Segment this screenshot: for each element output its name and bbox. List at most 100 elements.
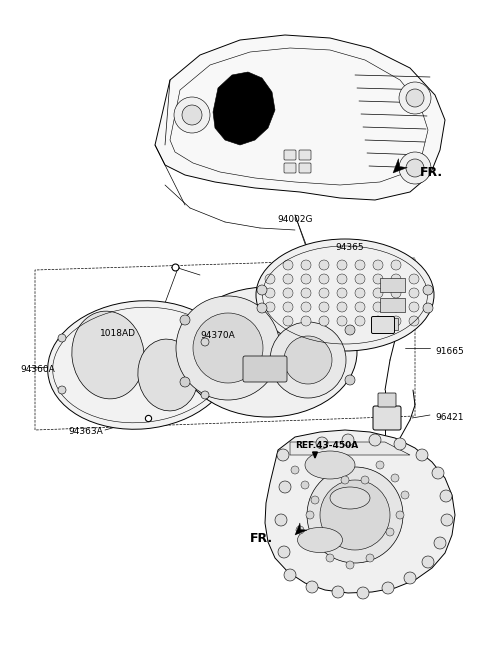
Circle shape (265, 288, 275, 298)
Circle shape (279, 481, 291, 493)
Circle shape (404, 572, 416, 584)
Polygon shape (290, 442, 410, 455)
Circle shape (283, 316, 293, 326)
Circle shape (409, 274, 419, 284)
Circle shape (284, 336, 332, 384)
Text: 96421: 96421 (435, 413, 464, 422)
Circle shape (283, 288, 293, 298)
Circle shape (306, 581, 318, 593)
Circle shape (382, 582, 394, 594)
Polygon shape (265, 430, 455, 593)
Circle shape (296, 526, 304, 534)
Circle shape (278, 546, 290, 558)
Circle shape (301, 288, 311, 298)
Circle shape (180, 377, 190, 387)
Circle shape (193, 313, 263, 383)
Text: 94363A: 94363A (68, 428, 103, 436)
Ellipse shape (138, 339, 198, 411)
Circle shape (319, 274, 329, 284)
Text: 94360A: 94360A (20, 365, 55, 375)
FancyBboxPatch shape (243, 356, 287, 382)
Circle shape (394, 438, 406, 450)
Ellipse shape (256, 239, 434, 351)
Circle shape (355, 274, 365, 284)
Text: 91665: 91665 (435, 348, 464, 356)
Text: FR.: FR. (420, 167, 443, 180)
Circle shape (391, 288, 401, 298)
Circle shape (319, 260, 329, 270)
Text: 94370A: 94370A (200, 331, 235, 340)
Circle shape (399, 82, 431, 114)
Circle shape (257, 285, 267, 295)
Circle shape (176, 296, 280, 400)
Circle shape (355, 302, 365, 312)
Circle shape (301, 316, 311, 326)
Circle shape (319, 302, 329, 312)
Text: REF.43-450A: REF.43-450A (295, 440, 358, 449)
FancyBboxPatch shape (284, 163, 296, 173)
Circle shape (355, 260, 365, 270)
Circle shape (320, 480, 390, 550)
Circle shape (376, 461, 384, 469)
Circle shape (58, 334, 66, 342)
Circle shape (332, 586, 344, 598)
Polygon shape (155, 35, 445, 200)
Circle shape (346, 561, 354, 569)
Circle shape (391, 302, 401, 312)
Circle shape (182, 105, 202, 125)
Circle shape (432, 467, 444, 479)
Circle shape (307, 467, 403, 563)
Circle shape (406, 89, 424, 107)
Circle shape (409, 288, 419, 298)
Circle shape (270, 322, 346, 398)
FancyBboxPatch shape (380, 278, 405, 292)
Circle shape (373, 302, 383, 312)
Ellipse shape (72, 311, 144, 399)
Circle shape (355, 288, 365, 298)
Circle shape (275, 514, 287, 526)
Circle shape (301, 274, 311, 284)
Circle shape (301, 302, 311, 312)
FancyBboxPatch shape (284, 150, 296, 160)
Circle shape (342, 434, 354, 446)
Circle shape (311, 496, 319, 504)
Circle shape (406, 159, 424, 177)
Circle shape (201, 338, 209, 346)
Circle shape (265, 274, 275, 284)
Circle shape (391, 274, 401, 284)
Text: 94365: 94365 (335, 243, 364, 253)
Circle shape (366, 554, 374, 562)
Circle shape (337, 274, 347, 284)
Circle shape (441, 514, 453, 526)
Circle shape (283, 302, 293, 312)
Text: 1018AD: 1018AD (100, 329, 136, 337)
Circle shape (345, 375, 355, 385)
Circle shape (423, 303, 433, 313)
Circle shape (283, 260, 293, 270)
Circle shape (357, 587, 369, 599)
Circle shape (399, 152, 431, 184)
FancyBboxPatch shape (299, 150, 311, 160)
Circle shape (337, 316, 347, 326)
Circle shape (391, 260, 401, 270)
Circle shape (373, 260, 383, 270)
Circle shape (326, 554, 334, 562)
Circle shape (337, 260, 347, 270)
Circle shape (355, 316, 365, 326)
Circle shape (391, 316, 401, 326)
FancyBboxPatch shape (299, 163, 311, 173)
Circle shape (440, 490, 452, 502)
Circle shape (319, 288, 329, 298)
Circle shape (337, 302, 347, 312)
Circle shape (401, 491, 409, 499)
Circle shape (291, 466, 299, 474)
Circle shape (345, 325, 355, 335)
Ellipse shape (298, 527, 343, 552)
Polygon shape (312, 452, 317, 458)
Ellipse shape (330, 487, 370, 509)
Circle shape (201, 391, 209, 399)
FancyBboxPatch shape (380, 318, 398, 330)
Circle shape (373, 316, 383, 326)
Circle shape (277, 449, 289, 461)
Polygon shape (213, 72, 275, 145)
